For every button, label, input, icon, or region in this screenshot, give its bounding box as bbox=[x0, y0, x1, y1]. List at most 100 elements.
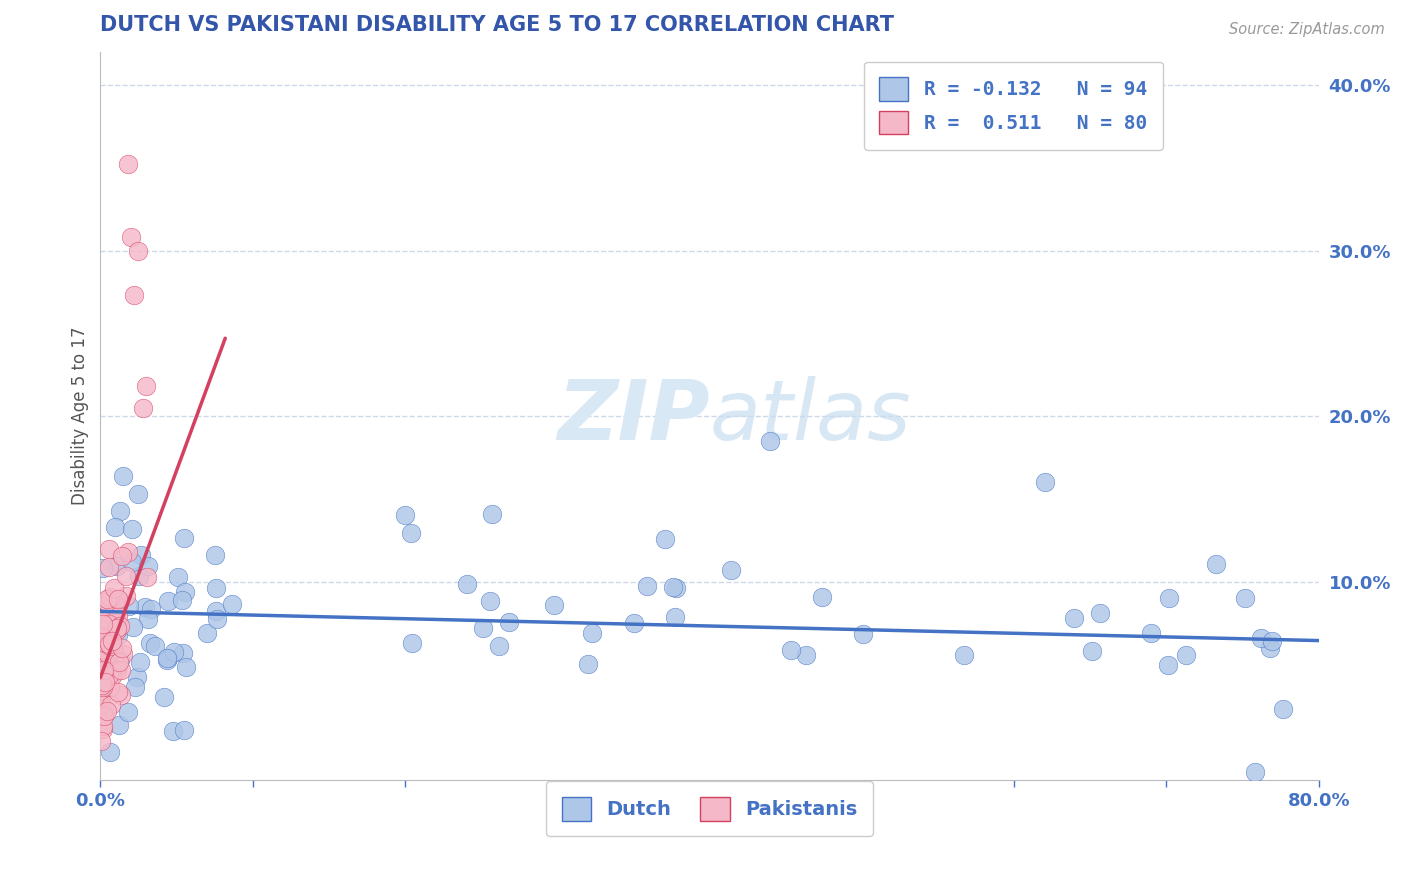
Point bbox=[105, 621, 128, 635]
Point bbox=[1205, 557, 1227, 571]
Point bbox=[96, 623, 118, 637]
Point bbox=[478, 594, 501, 608]
Point bbox=[794, 648, 817, 663]
Point bbox=[107, 655, 129, 669]
Point bbox=[543, 599, 565, 613]
Point bbox=[195, 626, 218, 640]
Point bbox=[1063, 610, 1085, 624]
Point bbox=[176, 660, 198, 674]
Point bbox=[97, 634, 120, 648]
Point bbox=[107, 609, 129, 624]
Point bbox=[139, 636, 162, 650]
Point bbox=[1139, 626, 1161, 640]
Text: ZIP: ZIP bbox=[557, 376, 710, 457]
Point bbox=[623, 615, 645, 630]
Point bbox=[91, 679, 114, 693]
Point bbox=[107, 685, 129, 699]
Y-axis label: Disability Age 5 to 17: Disability Age 5 to 17 bbox=[72, 326, 89, 506]
Point bbox=[91, 723, 114, 737]
Point bbox=[1250, 632, 1272, 646]
Point bbox=[97, 668, 120, 682]
Point bbox=[96, 656, 118, 670]
Point bbox=[91, 705, 114, 719]
Point bbox=[141, 602, 163, 616]
Point bbox=[93, 671, 115, 685]
Point bbox=[1174, 648, 1197, 662]
Point bbox=[90, 697, 112, 711]
Point bbox=[1271, 701, 1294, 715]
Point bbox=[104, 520, 127, 534]
Point bbox=[91, 643, 114, 657]
Point bbox=[162, 724, 184, 739]
Point bbox=[101, 669, 124, 683]
Point bbox=[100, 746, 122, 760]
Point bbox=[93, 671, 115, 685]
Point bbox=[115, 569, 138, 583]
Point bbox=[98, 627, 121, 641]
Point bbox=[96, 591, 118, 606]
Point bbox=[157, 651, 180, 665]
Point bbox=[156, 652, 179, 666]
Point bbox=[173, 531, 195, 545]
Point bbox=[401, 636, 423, 650]
Point bbox=[152, 690, 174, 704]
Point bbox=[96, 639, 118, 653]
Point bbox=[143, 639, 166, 653]
Point bbox=[120, 230, 142, 244]
Point bbox=[91, 688, 114, 702]
Point bbox=[104, 599, 127, 613]
Point bbox=[127, 487, 149, 501]
Point bbox=[96, 704, 118, 718]
Point bbox=[117, 544, 139, 558]
Point bbox=[205, 611, 228, 625]
Point bbox=[94, 666, 117, 681]
Point bbox=[105, 624, 128, 638]
Point bbox=[1157, 658, 1180, 673]
Point bbox=[98, 680, 121, 694]
Point bbox=[94, 668, 117, 682]
Point bbox=[97, 623, 120, 637]
Point bbox=[96, 658, 118, 673]
Point bbox=[91, 678, 114, 692]
Point bbox=[1260, 640, 1282, 655]
Legend: Dutch, Pakistanis: Dutch, Pakistanis bbox=[546, 781, 873, 836]
Point bbox=[107, 659, 129, 673]
Point bbox=[93, 709, 115, 723]
Point bbox=[498, 615, 520, 629]
Point bbox=[100, 641, 122, 656]
Point bbox=[581, 626, 603, 640]
Point bbox=[852, 626, 875, 640]
Point bbox=[173, 723, 195, 738]
Point bbox=[488, 640, 510, 654]
Point bbox=[96, 648, 118, 662]
Point bbox=[94, 636, 117, 650]
Point bbox=[93, 701, 115, 715]
Point bbox=[111, 647, 134, 661]
Point bbox=[1233, 591, 1256, 605]
Text: Source: ZipAtlas.com: Source: ZipAtlas.com bbox=[1229, 22, 1385, 37]
Point bbox=[1033, 475, 1056, 490]
Point bbox=[134, 599, 156, 614]
Point bbox=[91, 611, 114, 625]
Point bbox=[91, 718, 114, 732]
Point bbox=[96, 595, 118, 609]
Point bbox=[105, 610, 128, 624]
Point bbox=[117, 157, 139, 171]
Point bbox=[162, 645, 184, 659]
Point bbox=[100, 661, 122, 675]
Point bbox=[129, 549, 152, 563]
Point bbox=[104, 599, 127, 614]
Point bbox=[93, 707, 115, 722]
Point bbox=[108, 594, 131, 608]
Point bbox=[135, 570, 157, 584]
Point bbox=[811, 590, 834, 604]
Point bbox=[100, 698, 122, 712]
Point bbox=[654, 532, 676, 546]
Point bbox=[111, 549, 134, 563]
Point bbox=[136, 612, 159, 626]
Point bbox=[720, 563, 742, 577]
Point bbox=[128, 569, 150, 583]
Point bbox=[1159, 591, 1181, 606]
Point bbox=[952, 648, 974, 662]
Point bbox=[94, 666, 117, 681]
